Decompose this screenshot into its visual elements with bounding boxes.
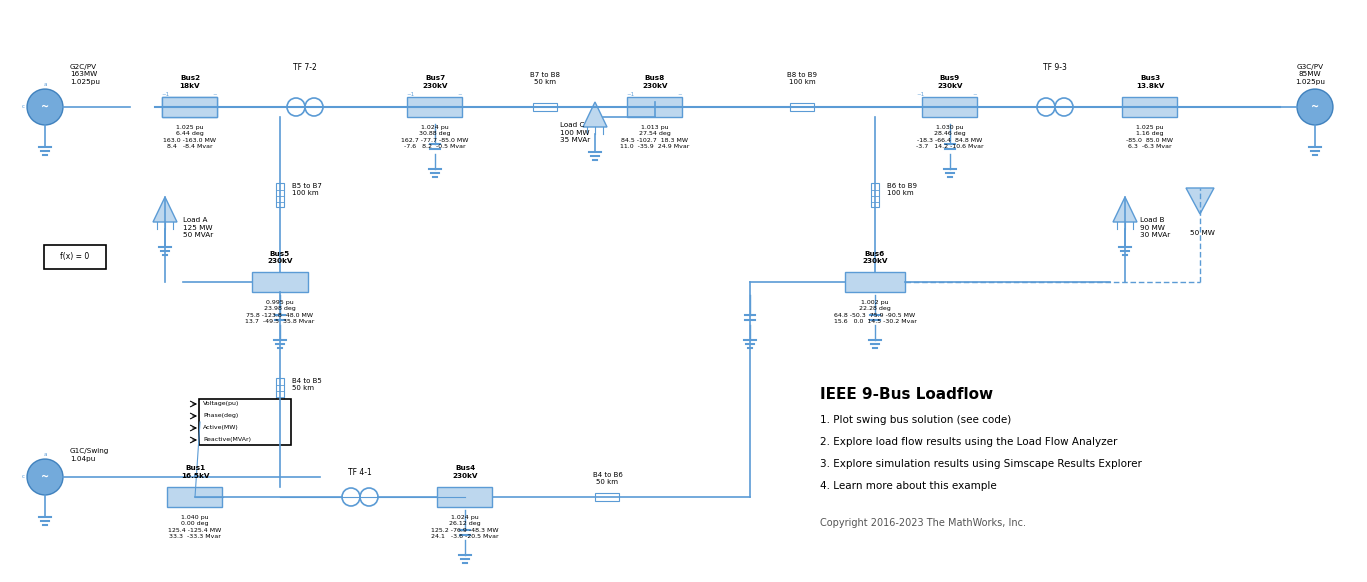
FancyBboxPatch shape — [163, 97, 217, 117]
Text: B5 to B7
100 km: B5 to B7 100 km — [293, 183, 321, 196]
Text: TF 4-1: TF 4-1 — [349, 468, 372, 477]
Text: 1.002 pu
22.28 deg
64.8 -50.3  75.9 -90.5 MW
15.6   0.0  14.5 -30.2 Mvar: 1.002 pu 22.28 deg 64.8 -50.3 75.9 -90.5… — [834, 300, 916, 324]
Text: ~: ~ — [1311, 102, 1319, 112]
Text: Phase(deg): Phase(deg) — [204, 413, 238, 418]
Text: f(x) = 0: f(x) = 0 — [60, 253, 90, 261]
Text: Bus9
230kV: Bus9 230kV — [938, 76, 962, 89]
Text: 1.025 pu
1.16 deg
-85.0  85.0 MW
6.3  -6.3 Mvar: 1.025 pu 1.16 deg -85.0 85.0 MW 6.3 -6.3… — [1126, 125, 1173, 149]
Circle shape — [1297, 89, 1333, 125]
Polygon shape — [582, 102, 607, 127]
Text: Bus7
230kV: Bus7 230kV — [422, 76, 448, 89]
Text: Copyright 2016-2023 The MathWorks, Inc.: Copyright 2016-2023 The MathWorks, Inc. — [820, 518, 1027, 528]
Text: Bus3
13.8kV: Bus3 13.8kV — [1136, 76, 1165, 89]
Text: B4 to B5
50 km: B4 to B5 50 km — [293, 378, 321, 391]
Text: B7 to B8
50 km: B7 to B8 50 km — [530, 72, 560, 85]
FancyBboxPatch shape — [923, 97, 977, 117]
Text: 1.024 pu
30.88 deg
162.7 -77.7 -85.0 MW
-7.6   8.2  -0.5 Mvar: 1.024 pu 30.88 deg 162.7 -77.7 -85.0 MW … — [402, 125, 469, 149]
Polygon shape — [153, 197, 176, 222]
Text: Voltage(pu): Voltage(pu) — [204, 402, 239, 406]
Text: G3C/PV
85MW
1.025pu: G3C/PV 85MW 1.025pu — [1295, 63, 1325, 85]
Text: 2. Explore load flow results using the Load Flow Analyzer: 2. Explore load flow results using the L… — [820, 437, 1117, 447]
Text: Bus4
230kV: Bus4 230kV — [452, 466, 477, 479]
Text: Reactive(MVAr): Reactive(MVAr) — [204, 438, 252, 442]
FancyBboxPatch shape — [845, 272, 905, 292]
Polygon shape — [1113, 197, 1137, 222]
Text: ~: ~ — [41, 472, 49, 482]
Circle shape — [27, 89, 63, 125]
FancyBboxPatch shape — [627, 97, 682, 117]
Text: G2C/PV
163MW
1.025pu: G2C/PV 163MW 1.025pu — [70, 63, 100, 85]
Circle shape — [27, 459, 63, 495]
Text: ~1: ~1 — [916, 92, 924, 97]
Text: ~1: ~1 — [161, 92, 170, 97]
Text: ~: ~ — [973, 92, 977, 97]
Text: Bus2
18kV: Bus2 18kV — [179, 76, 201, 89]
Text: ~: ~ — [41, 102, 49, 112]
Text: B4 to B6
50 km: B4 to B6 50 km — [592, 472, 622, 485]
Text: ~: ~ — [678, 92, 682, 97]
Text: ~: ~ — [458, 92, 462, 97]
FancyBboxPatch shape — [276, 183, 284, 207]
Text: 1.030 pu
28.46 deg
-18.3 -66.4  84.8 MW
-3.7   14.2 -10.6 Mvar: 1.030 pu 28.46 deg -18.3 -66.4 84.8 MW -… — [916, 125, 984, 149]
Text: Load B
90 MW
30 MVAr: Load B 90 MW 30 MVAr — [1140, 217, 1170, 239]
Text: IEEE 9-Bus Loadflow: IEEE 9-Bus Loadflow — [820, 387, 992, 402]
Text: ~: ~ — [213, 92, 217, 97]
Text: c: c — [22, 474, 25, 480]
FancyBboxPatch shape — [44, 245, 107, 269]
Text: ~1: ~1 — [406, 92, 414, 97]
FancyBboxPatch shape — [168, 487, 223, 507]
FancyBboxPatch shape — [407, 97, 462, 117]
FancyBboxPatch shape — [790, 103, 815, 111]
Text: a: a — [44, 452, 46, 457]
FancyBboxPatch shape — [276, 378, 284, 402]
FancyBboxPatch shape — [1122, 97, 1177, 117]
Polygon shape — [1187, 188, 1214, 214]
Text: 50 MW: 50 MW — [1189, 230, 1214, 236]
FancyBboxPatch shape — [163, 97, 217, 117]
Text: TF 7-2: TF 7-2 — [293, 63, 317, 72]
Text: G1C/Swing
1.04pu: G1C/Swing 1.04pu — [70, 448, 109, 462]
Text: 1.013 pu
27.54 deg
84.5 -102.7  18.3 MW
11.0  -35.9  24.9 Mvar: 1.013 pu 27.54 deg 84.5 -102.7 18.3 MW 1… — [621, 125, 690, 149]
FancyBboxPatch shape — [253, 272, 308, 292]
FancyBboxPatch shape — [200, 399, 291, 445]
Text: a: a — [44, 82, 46, 87]
Text: ~1: ~1 — [626, 92, 634, 97]
Text: B8 to B9
100 km: B8 to B9 100 km — [787, 72, 817, 85]
Text: Bus1
16.5kV: Bus1 16.5kV — [180, 466, 209, 479]
Text: c: c — [22, 105, 25, 109]
Text: 3. Explore simulation results using Simscape Results Explorer: 3. Explore simulation results using Sims… — [820, 459, 1141, 469]
Text: 1.024 pu
26.12 deg
125.2 -76.9 -48.3 MW
24.1   -3.6 -20.5 Mvar: 1.024 pu 26.12 deg 125.2 -76.9 -48.3 MW … — [431, 515, 499, 539]
FancyBboxPatch shape — [533, 103, 556, 111]
Text: Load C
100 MW
35 MVAr: Load C 100 MW 35 MVAr — [560, 122, 591, 144]
Text: B6 to B9
100 km: B6 to B9 100 km — [887, 183, 917, 196]
Text: Bus5
230kV: Bus5 230kV — [268, 250, 293, 264]
Text: 1. Plot swing bus solution (see code): 1. Plot swing bus solution (see code) — [820, 415, 1012, 425]
FancyBboxPatch shape — [871, 183, 879, 207]
Text: 4. Learn more about this example: 4. Learn more about this example — [820, 481, 997, 491]
Text: Bus6
230kV: Bus6 230kV — [863, 250, 887, 264]
Text: TF 9-3: TF 9-3 — [1043, 63, 1066, 72]
Text: 1.025 pu
6.44 deg
163.0 -163.0 MW
8.4   -8.4 Mvar: 1.025 pu 6.44 deg 163.0 -163.0 MW 8.4 -8… — [164, 125, 216, 149]
Text: 0.995 pu
23.98 deg
75.8 -123.8  48.0 MW
13.7  -49.5  35.8 Mvar: 0.995 pu 23.98 deg 75.8 -123.8 48.0 MW 1… — [245, 300, 314, 324]
FancyBboxPatch shape — [596, 493, 619, 501]
Text: Load A
125 MW
50 MVAr: Load A 125 MW 50 MVAr — [183, 217, 213, 239]
Text: Bus8
230kV: Bus8 230kV — [642, 76, 667, 89]
Text: Active(MW): Active(MW) — [204, 425, 239, 431]
FancyBboxPatch shape — [437, 487, 492, 507]
Text: 1.040 pu
0.00 deg
125.4 -125.4 MW
33.3  -33.3 Mvar: 1.040 pu 0.00 deg 125.4 -125.4 MW 33.3 -… — [168, 515, 221, 539]
